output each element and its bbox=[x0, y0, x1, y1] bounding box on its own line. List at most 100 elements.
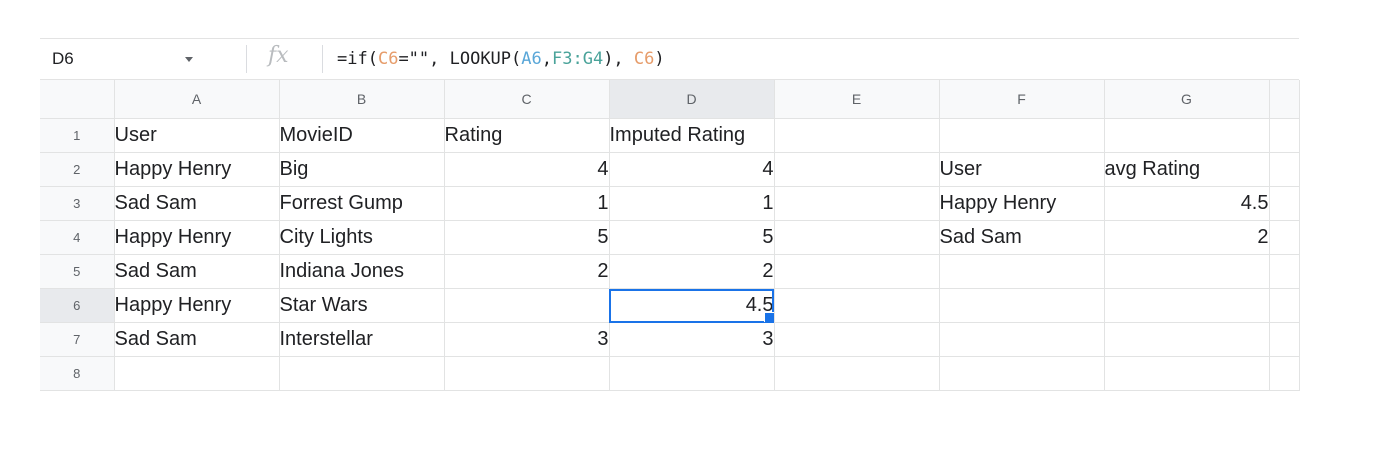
cell-c8[interactable] bbox=[444, 356, 610, 391]
formula-cell-reference: A6 bbox=[521, 49, 542, 69]
cell-a4[interactable]: Happy Henry bbox=[114, 220, 280, 255]
row-header-3[interactable]: 3 bbox=[40, 186, 115, 221]
row-header-8[interactable]: 8 bbox=[40, 356, 115, 391]
formula-bar: D6 fx =if(C6 ="", LOOKUP(A6, F3:G4), C6) bbox=[40, 38, 1299, 80]
formula-text: ), bbox=[603, 49, 634, 69]
cell-a5[interactable]: Sad Sam bbox=[114, 254, 280, 289]
cell-d7[interactable]: 3 bbox=[609, 322, 775, 357]
cell-a8[interactable] bbox=[114, 356, 280, 391]
cell-c6[interactable] bbox=[444, 288, 610, 323]
row-header-2[interactable]: 2 bbox=[40, 152, 115, 187]
formula-input[interactable]: =if(C6 ="", LOOKUP(A6, F3:G4), C6) bbox=[337, 39, 665, 79]
cell-e5[interactable] bbox=[774, 254, 940, 289]
cell-f6[interactable] bbox=[939, 288, 1105, 323]
fill-handle[interactable] bbox=[763, 312, 773, 322]
cell-e3[interactable] bbox=[774, 186, 940, 221]
cell-overflow[interactable] bbox=[1269, 254, 1300, 289]
cell-d6[interactable]: 4.5 bbox=[609, 288, 775, 323]
table-row: 1 User MovieID Rating Imputed Rating bbox=[40, 118, 1300, 153]
cell-c3[interactable]: 1 bbox=[444, 186, 610, 221]
cell-g4[interactable]: 2 bbox=[1104, 220, 1270, 255]
row-header-7[interactable]: 7 bbox=[40, 322, 115, 357]
row-header-6[interactable]: 6 bbox=[40, 288, 115, 323]
cell-e7[interactable] bbox=[774, 322, 940, 357]
cell-d8[interactable] bbox=[609, 356, 775, 391]
cell-g5[interactable] bbox=[1104, 254, 1270, 289]
table-row: 6 Happy Henry Star Wars 4.5 bbox=[40, 288, 1300, 323]
cell-a1[interactable]: User bbox=[114, 118, 280, 153]
cell-overflow[interactable] bbox=[1269, 118, 1300, 153]
column-header-c[interactable]: C bbox=[444, 80, 610, 119]
cell-g3[interactable]: 4.5 bbox=[1104, 186, 1270, 221]
cell-f1[interactable] bbox=[939, 118, 1105, 153]
cell-g2[interactable]: avg Rating bbox=[1104, 152, 1270, 187]
cell-b8[interactable] bbox=[279, 356, 445, 391]
formula-cell-reference: C6 bbox=[377, 49, 399, 69]
cell-overflow[interactable] bbox=[1269, 152, 1300, 187]
cell-b4[interactable]: City Lights bbox=[279, 220, 445, 255]
spreadsheet: D6 fx =if(C6 ="", LOOKUP(A6, F3:G4), C6) A… bbox=[40, 38, 1300, 391]
column-header-overflow[interactable] bbox=[1269, 80, 1300, 119]
cell-a3[interactable]: Sad Sam bbox=[114, 186, 280, 221]
column-header-f[interactable]: F bbox=[939, 80, 1105, 119]
column-header-a[interactable]: A bbox=[114, 80, 280, 119]
select-all-corner[interactable] bbox=[40, 80, 115, 119]
cell-f7[interactable] bbox=[939, 322, 1105, 357]
cell-e6[interactable] bbox=[774, 288, 940, 323]
column-header-e[interactable]: E bbox=[774, 80, 940, 119]
cell-e1[interactable] bbox=[774, 118, 940, 153]
cell-overflow[interactable] bbox=[1269, 356, 1300, 391]
cell-f3[interactable]: Happy Henry bbox=[939, 186, 1105, 221]
cell-f4[interactable]: Sad Sam bbox=[939, 220, 1105, 255]
cell-f2[interactable]: User bbox=[939, 152, 1105, 187]
column-header-d[interactable]: D bbox=[609, 80, 775, 119]
column-header-g[interactable]: G bbox=[1104, 80, 1270, 119]
table-row: 2 Happy Henry Big 4 4 User avg Rating bbox=[40, 152, 1300, 187]
cell-e4[interactable] bbox=[774, 220, 940, 255]
row-header-4[interactable]: 4 bbox=[40, 220, 115, 255]
cell-b7[interactable]: Interstellar bbox=[279, 322, 445, 357]
cell-d4[interactable]: 5 bbox=[609, 220, 775, 255]
cell-a6[interactable]: Happy Henry bbox=[114, 288, 280, 323]
cell-d1[interactable]: Imputed Rating bbox=[609, 118, 775, 153]
cell-e2[interactable] bbox=[774, 152, 940, 187]
cell-b2[interactable]: Big bbox=[279, 152, 445, 187]
cell-overflow[interactable] bbox=[1269, 186, 1300, 221]
row-header-5[interactable]: 5 bbox=[40, 254, 115, 289]
cell-overflow[interactable] bbox=[1269, 220, 1300, 255]
cell-b6[interactable]: Star Wars bbox=[279, 288, 445, 323]
cell-e8[interactable] bbox=[774, 356, 940, 391]
cell-d2[interactable]: 4 bbox=[609, 152, 775, 187]
cell-c1[interactable]: Rating bbox=[444, 118, 610, 153]
cell-f5[interactable] bbox=[939, 254, 1105, 289]
cell-a7[interactable]: Sad Sam bbox=[114, 322, 280, 357]
cell-g7[interactable] bbox=[1104, 322, 1270, 357]
row-header-1[interactable]: 1 bbox=[40, 118, 115, 153]
cell-c2[interactable]: 4 bbox=[444, 152, 610, 187]
cell-g1[interactable] bbox=[1104, 118, 1270, 153]
cell-g8[interactable] bbox=[1104, 356, 1270, 391]
cell-g6[interactable] bbox=[1104, 288, 1270, 323]
cell-c4[interactable]: 5 bbox=[444, 220, 610, 255]
chevron-down-icon[interactable] bbox=[185, 57, 193, 62]
cell-a2[interactable]: Happy Henry bbox=[114, 152, 280, 187]
column-header-b[interactable]: B bbox=[279, 80, 445, 119]
cell-f8[interactable] bbox=[939, 356, 1105, 391]
cell-overflow[interactable] bbox=[1269, 288, 1300, 323]
cell-c7[interactable]: 3 bbox=[444, 322, 610, 357]
formula-text: ="", LOOKUP( bbox=[398, 49, 522, 69]
cell-b3[interactable]: Forrest Gump bbox=[279, 186, 445, 221]
name-box[interactable]: D6 bbox=[40, 39, 206, 79]
table-row: 7 Sad Sam Interstellar 3 3 bbox=[40, 322, 1300, 357]
name-box-value: D6 bbox=[52, 49, 74, 68]
formula-cell-reference: C6 bbox=[633, 49, 655, 69]
cell-b5[interactable]: Indiana Jones bbox=[279, 254, 445, 289]
cell-d3[interactable]: 1 bbox=[609, 186, 775, 221]
cell-d5[interactable]: 2 bbox=[609, 254, 775, 289]
cell-overflow[interactable] bbox=[1269, 322, 1300, 357]
divider bbox=[246, 45, 247, 73]
table-row: 4 Happy Henry City Lights 5 5 Sad Sam 2 bbox=[40, 220, 1300, 255]
cell-b1[interactable]: MovieID bbox=[279, 118, 445, 153]
cell-c5[interactable]: 2 bbox=[444, 254, 610, 289]
